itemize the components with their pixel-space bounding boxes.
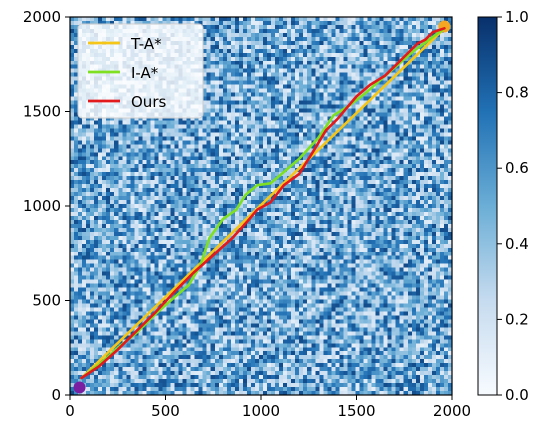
colorbar-tick-label: 0.8 [505,84,529,102]
legend-label-1: I-A* [131,64,159,82]
colorbar-tick-label: 1.0 [505,8,529,26]
legend-box [77,23,204,119]
y-axis: 0 500 1000 1500 2000 [23,8,70,404]
series-line-0 [80,26,446,380]
legend-label-0: T-A* [130,35,162,53]
legend-label-2: Ours [131,93,166,111]
colorbar: 0.0 0.2 0.4 0.6 0.8 1.0 [477,8,529,404]
colorbar-tick-label: 0.4 [505,235,529,253]
start-marker [73,381,86,394]
colorbar-gradient [477,16,498,396]
colorbar-tick-label: 0.6 [505,159,529,177]
colorbar-tick-label: 0.2 [505,310,529,328]
x-tick-label: 500 [151,402,180,420]
y-tick-label: 500 [32,292,61,310]
path-series-layer [73,20,451,394]
x-tick-label: 1500 [337,402,375,420]
x-axis: 0 500 1000 1500 2000 [65,395,471,420]
x-tick-label: 1000 [242,402,280,420]
y-tick-label: 0 [51,386,61,404]
x-tick-label: 0 [65,402,75,420]
y-tick-label: 1000 [23,197,61,215]
y-tick-label: 1500 [23,103,61,121]
x-tick-label: 2000 [433,402,471,420]
series-line-2 [80,26,446,380]
y-tick-label: 2000 [23,8,61,26]
colorbar-tick-label: 0.0 [505,386,529,404]
legend: T-A* I-A* Ours [77,23,204,119]
